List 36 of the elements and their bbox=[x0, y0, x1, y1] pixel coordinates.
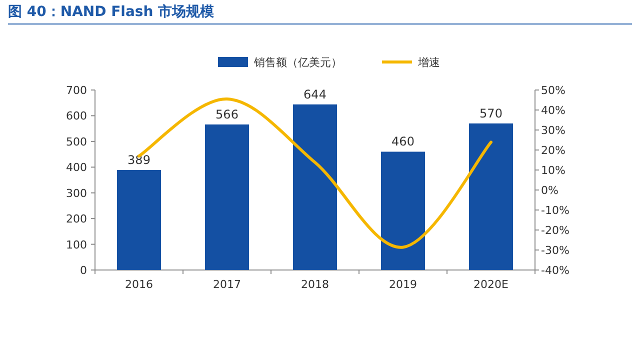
data-label: 389 bbox=[128, 152, 150, 167]
legend-label: 增速 bbox=[417, 56, 440, 69]
data-label: 566 bbox=[216, 107, 238, 122]
y-tick-label: 200 bbox=[66, 212, 87, 226]
y-tick-label: 600 bbox=[66, 110, 87, 123]
y2-tick-label: 30% bbox=[541, 124, 566, 137]
y-tick-label: 700 bbox=[66, 84, 87, 97]
x-tick-label: 2019 bbox=[389, 278, 417, 291]
y2-tick-label: 20% bbox=[541, 144, 566, 157]
y2-tick-label: -40% bbox=[541, 264, 570, 277]
x-tick-label: 2020E bbox=[474, 278, 509, 291]
y2-tick-label: -10% bbox=[541, 204, 570, 217]
bar bbox=[117, 170, 161, 270]
y-tick-label: 300 bbox=[66, 186, 87, 200]
x-tick-label: 2017 bbox=[213, 278, 241, 291]
data-label: 570 bbox=[480, 106, 502, 120]
data-label: 644 bbox=[304, 87, 326, 102]
y2-tick-label: -20% bbox=[541, 224, 570, 237]
data-label: 460 bbox=[392, 134, 414, 149]
y2-tick-label: 50% bbox=[541, 84, 566, 97]
x-tick-label: 2016 bbox=[125, 278, 153, 291]
y2-tick-label: 40% bbox=[541, 104, 566, 117]
y2-tick-label: 0% bbox=[541, 184, 558, 197]
bar bbox=[205, 124, 249, 270]
y-tick-label: 100 bbox=[66, 238, 87, 252]
bar bbox=[469, 123, 513, 270]
chart-title: 图 40：NAND Flash 市场规模 bbox=[8, 3, 216, 20]
y-tick-label: 0 bbox=[80, 264, 87, 277]
bar bbox=[293, 104, 337, 270]
y2-tick-label: 10% bbox=[541, 164, 566, 177]
y2-tick-label: -30% bbox=[541, 244, 570, 257]
y-tick-label: 500 bbox=[66, 135, 87, 148]
x-tick-label: 2018 bbox=[301, 278, 329, 291]
y-tick-label: 400 bbox=[66, 161, 87, 174]
bar bbox=[381, 152, 425, 270]
legend-label: 销售额（亿美元） bbox=[253, 56, 342, 69]
